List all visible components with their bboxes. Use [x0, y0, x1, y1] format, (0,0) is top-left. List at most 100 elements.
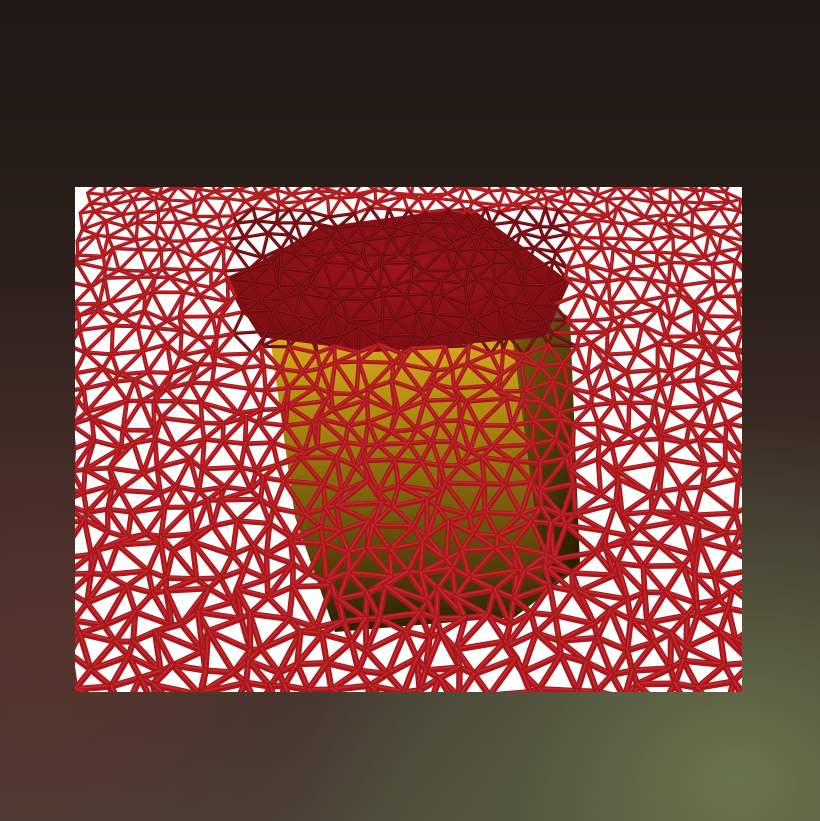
mesh-strut-highlight: [524, 379, 554, 391]
mesh-strut: [294, 221, 305, 245]
mesh-strut: [497, 210, 517, 224]
mesh-strut: [132, 377, 161, 393]
mesh-strut-highlight: [514, 220, 541, 227]
mesh-strut: [198, 400, 241, 416]
mesh-strut-highlight: [334, 350, 359, 363]
mesh-strut: [358, 188, 377, 199]
mesh-strut-highlight: [222, 214, 235, 230]
mesh-strut-highlight: [239, 465, 257, 471]
mesh-strut-highlight: [227, 277, 255, 282]
mesh-strut-highlight: [672, 334, 694, 346]
mesh-strut: [421, 246, 447, 273]
mesh-strut-highlight: [625, 351, 637, 373]
mesh-strut-highlight: [84, 466, 111, 470]
mesh-strut-highlight: [304, 507, 327, 515]
mesh-strut-highlight: [177, 381, 191, 401]
mesh-strut-highlight: [412, 333, 428, 338]
mesh-strut: [457, 212, 470, 226]
mesh-strut-highlight: [420, 460, 442, 466]
mesh-strut-highlight: [592, 299, 601, 321]
mesh-strut-highlight: [656, 263, 670, 283]
mesh-strut-highlight: [688, 403, 705, 424]
mesh-strut-highlight: [466, 362, 502, 375]
mesh-strut-highlight: [156, 465, 177, 487]
mesh-strut-highlight: [102, 366, 114, 382]
mesh-strut-highlight: [331, 286, 343, 299]
mesh-strut-highlight: [575, 341, 592, 347]
mesh-strut: [602, 539, 630, 551]
mesh-strut-highlight: [300, 291, 330, 299]
mesh-strut: [586, 279, 611, 285]
mesh-strut-highlight: [337, 223, 360, 228]
mesh-strut-highlight: [612, 206, 618, 223]
mesh-strut: [254, 209, 280, 223]
mesh-strut-highlight: [323, 260, 353, 265]
mesh-strut-highlight: [432, 367, 453, 384]
mesh-strut-highlight: [547, 343, 578, 347]
mesh-strut: [109, 348, 145, 357]
mesh-strut-highlight: [202, 196, 228, 199]
mesh-strut: [278, 252, 298, 271]
mesh-strut-highlight: [366, 546, 391, 550]
mesh-strut: [475, 276, 493, 296]
mesh-strut-highlight: [726, 421, 742, 427]
mesh-strut-highlight: [224, 465, 242, 487]
mesh-strut: [82, 445, 124, 472]
mesh-strut-highlight: [606, 196, 627, 200]
mesh-strut: [476, 333, 493, 356]
mesh-strut: [498, 307, 510, 338]
mesh-strut-highlight: [567, 386, 593, 393]
mesh-strut-highlight: [135, 235, 156, 240]
mesh-strut-highlight: [458, 199, 469, 214]
mesh-strut: [111, 377, 137, 385]
mesh-strut-highlight: [555, 246, 578, 252]
mesh-strut-highlight: [682, 200, 694, 211]
mesh-strut: [317, 233, 333, 258]
mesh-strut-highlight: [434, 313, 468, 317]
mesh-strut-highlight: [422, 231, 446, 248]
mesh-strut: [409, 278, 433, 296]
mesh-strut-highlight: [358, 270, 371, 288]
mesh-strut-highlight: [192, 282, 212, 288]
mesh-strut-highlight: [259, 476, 264, 500]
mesh-strut-highlight: [192, 282, 200, 296]
mesh-strut-highlight: [167, 199, 195, 202]
mesh-strut-highlight: [555, 438, 567, 459]
mesh-strut: [710, 259, 738, 266]
mesh-strut-highlight: [459, 418, 471, 452]
mesh-strut: [519, 398, 545, 405]
mesh-strut: [636, 518, 684, 531]
mesh-strut-highlight: [392, 279, 412, 286]
mesh-strut: [125, 220, 140, 229]
mesh-strut: [523, 246, 536, 273]
mesh-strut-highlight: [175, 485, 192, 508]
mesh-strut-highlight: [569, 212, 583, 225]
mesh-strut-highlight: [242, 298, 260, 312]
mesh-strut-highlight: [330, 391, 358, 394]
mesh-strut: [247, 259, 275, 271]
mesh-strut-highlight: [596, 187, 599, 196]
mesh-strut: [332, 359, 362, 365]
mesh-strut: [411, 333, 429, 340]
mesh-strut-highlight: [355, 360, 360, 394]
mesh-strut-highlight: [690, 187, 697, 191]
mesh-strut-highlight: [104, 276, 138, 278]
mesh-strut-highlight: [539, 489, 543, 507]
mesh-strut: [156, 220, 179, 225]
mesh-strut: [493, 261, 516, 282]
mesh-strut-highlight: [210, 245, 225, 270]
mesh-strut-highlight: [459, 419, 480, 426]
mesh-strut-highlight: [165, 363, 200, 389]
mesh-strut-highlight: [316, 440, 347, 447]
mesh-strut: [453, 327, 480, 338]
mesh-strut-highlight: [178, 294, 200, 317]
mesh-strut-highlight: [267, 232, 291, 235]
mesh-strut: [544, 259, 556, 287]
mesh-strut-highlight: [318, 416, 347, 443]
mesh-strut-highlight: [607, 270, 612, 282]
mesh-strut-highlight: [545, 284, 555, 305]
mesh-strut-highlight: [716, 295, 741, 317]
mesh-strut: [475, 246, 499, 251]
mesh-strut-highlight: [426, 328, 456, 338]
mesh-strut: [730, 278, 742, 284]
